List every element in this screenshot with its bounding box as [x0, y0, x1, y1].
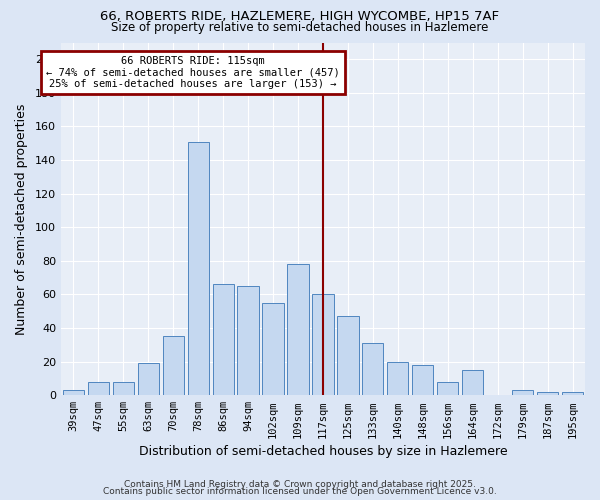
Text: 66 ROBERTS RIDE: 115sqm
← 74% of semi-detached houses are smaller (457)
25% of s: 66 ROBERTS RIDE: 115sqm ← 74% of semi-de… — [46, 56, 340, 89]
Text: Size of property relative to semi-detached houses in Hazlemere: Size of property relative to semi-detach… — [112, 22, 488, 35]
Bar — [362, 343, 383, 395]
Text: Contains public sector information licensed under the Open Government Licence v3: Contains public sector information licen… — [103, 487, 497, 496]
Bar — [313, 294, 334, 395]
Bar — [337, 316, 359, 395]
Bar — [562, 392, 583, 395]
Bar — [437, 382, 458, 395]
Bar — [387, 362, 409, 395]
X-axis label: Distribution of semi-detached houses by size in Hazlemere: Distribution of semi-detached houses by … — [139, 444, 507, 458]
Bar — [88, 382, 109, 395]
Bar — [163, 336, 184, 395]
Bar — [238, 286, 259, 395]
Bar — [188, 142, 209, 395]
Bar — [462, 370, 484, 395]
Bar — [262, 303, 284, 395]
Bar — [287, 264, 308, 395]
Bar — [512, 390, 533, 395]
Bar — [537, 392, 558, 395]
Text: 66, ROBERTS RIDE, HAZLEMERE, HIGH WYCOMBE, HP15 7AF: 66, ROBERTS RIDE, HAZLEMERE, HIGH WYCOMB… — [100, 10, 500, 23]
Bar — [137, 364, 159, 395]
Bar — [212, 284, 234, 395]
Bar — [412, 365, 433, 395]
Y-axis label: Number of semi-detached properties: Number of semi-detached properties — [15, 103, 28, 334]
Bar — [63, 390, 84, 395]
Text: Contains HM Land Registry data © Crown copyright and database right 2025.: Contains HM Land Registry data © Crown c… — [124, 480, 476, 489]
Bar — [113, 382, 134, 395]
